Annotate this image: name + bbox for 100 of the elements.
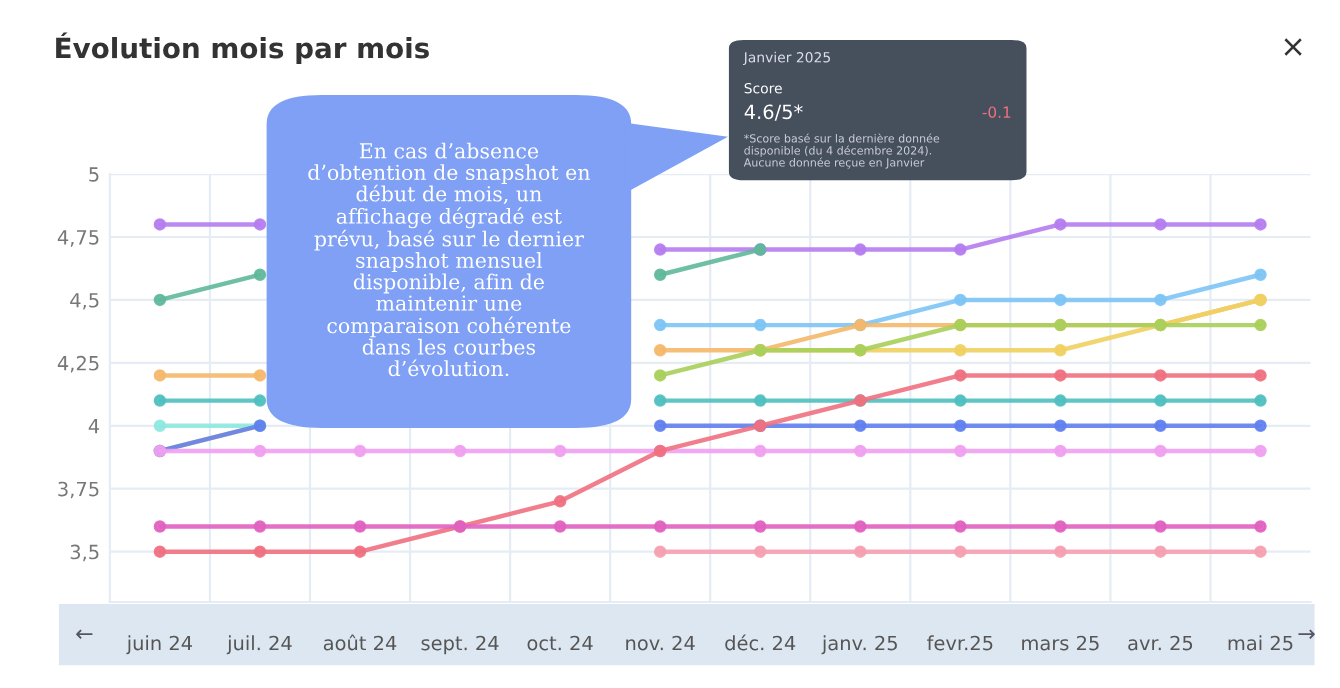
point bbox=[1154, 394, 1167, 407]
x-tick-label: mai 25 bbox=[1228, 635, 1293, 651]
point bbox=[854, 444, 867, 458]
point bbox=[253, 218, 267, 231]
point bbox=[153, 545, 167, 558]
point bbox=[153, 520, 167, 533]
x-tick-label: nov. 24 bbox=[626, 635, 695, 651]
point bbox=[1154, 293, 1167, 307]
x-tick-label: oct. 24 bbox=[527, 635, 593, 651]
point bbox=[453, 444, 467, 458]
y-tick-label: 4,75 bbox=[57, 230, 99, 247]
point bbox=[1054, 394, 1067, 407]
point bbox=[353, 520, 367, 533]
point bbox=[1054, 369, 1067, 382]
text: ← bbox=[76, 629, 93, 639]
point bbox=[653, 318, 667, 332]
point bbox=[653, 268, 667, 282]
point bbox=[253, 444, 267, 458]
x-tick-label: mars 25 bbox=[1022, 635, 1099, 651]
x-tick-label: déc. 24 bbox=[725, 634, 796, 651]
point bbox=[653, 520, 667, 533]
x-tick-label: janv. 25 bbox=[821, 635, 897, 655]
point bbox=[153, 369, 167, 382]
point bbox=[954, 369, 967, 382]
point bbox=[1054, 545, 1067, 558]
point bbox=[153, 394, 167, 407]
point bbox=[1154, 520, 1167, 533]
point bbox=[1154, 369, 1167, 382]
point bbox=[1054, 218, 1067, 231]
point bbox=[854, 243, 867, 256]
point bbox=[1254, 218, 1267, 231]
point bbox=[153, 293, 167, 307]
point bbox=[954, 444, 967, 458]
point bbox=[1254, 419, 1267, 433]
point bbox=[854, 520, 867, 533]
point bbox=[653, 394, 667, 407]
point bbox=[1254, 268, 1267, 282]
point bbox=[1054, 344, 1067, 357]
text: × bbox=[1284, 38, 1302, 56]
point bbox=[954, 545, 967, 558]
point bbox=[753, 545, 767, 558]
point bbox=[653, 344, 667, 357]
x-tick-label: fevr.25 bbox=[927, 635, 993, 651]
y-tick-label: 3,75 bbox=[58, 481, 99, 499]
point bbox=[854, 419, 867, 433]
point bbox=[553, 520, 567, 533]
point bbox=[753, 318, 767, 332]
point bbox=[1254, 369, 1267, 382]
point bbox=[1154, 419, 1167, 433]
y-tick-label: 4 bbox=[88, 419, 100, 434]
point bbox=[954, 243, 967, 256]
x-tick-label: juil. 24 bbox=[226, 635, 292, 655]
point bbox=[653, 369, 667, 382]
x-tick-label: août 24 bbox=[323, 634, 397, 651]
point bbox=[854, 545, 867, 558]
point bbox=[253, 520, 267, 533]
point bbox=[1254, 545, 1267, 558]
point bbox=[353, 545, 367, 558]
point bbox=[1154, 218, 1167, 231]
point bbox=[1054, 419, 1067, 433]
point bbox=[753, 394, 767, 407]
y-tick-label: 5 bbox=[89, 167, 99, 182]
point bbox=[1054, 444, 1067, 458]
point bbox=[753, 520, 767, 533]
point bbox=[653, 545, 667, 558]
point bbox=[253, 394, 267, 407]
text: → bbox=[1298, 629, 1315, 639]
point bbox=[253, 369, 267, 382]
point bbox=[1154, 545, 1167, 558]
y-tick-label: 3,5 bbox=[70, 544, 99, 562]
point bbox=[553, 444, 567, 458]
text: 4.6/5* bbox=[744, 104, 803, 121]
point bbox=[1254, 318, 1267, 332]
point bbox=[954, 419, 967, 433]
x-tick-label: juin 24 bbox=[126, 635, 193, 655]
point bbox=[1254, 444, 1267, 458]
point bbox=[653, 419, 667, 433]
point bbox=[153, 419, 167, 433]
point bbox=[954, 293, 967, 307]
point bbox=[253, 545, 267, 558]
point bbox=[1254, 394, 1267, 407]
y-tick-label: 4,5 bbox=[70, 293, 99, 310]
point bbox=[954, 520, 967, 533]
point bbox=[954, 344, 967, 357]
x-tick-label: sept. 24 bbox=[421, 635, 499, 655]
point bbox=[1154, 444, 1167, 458]
point bbox=[353, 444, 367, 458]
point bbox=[153, 218, 167, 231]
text: En cas d’absence d’obtention de snapshot en début de mois, un affichage dégradé est prévu, basé sur le dernier snapshot mensuel disponible, afin de maintenir une comparaison cohérente dans les courbes d’évolution. bbox=[308, 142, 590, 377]
point bbox=[954, 394, 967, 407]
point bbox=[1054, 520, 1067, 533]
point bbox=[753, 444, 767, 458]
chart-title: Évolution mois par mois bbox=[56, 32, 429, 64]
x-tick-label: avr. 25 bbox=[1128, 635, 1193, 651]
point bbox=[253, 268, 267, 282]
point bbox=[553, 495, 567, 508]
point bbox=[653, 243, 667, 256]
point bbox=[1254, 520, 1267, 533]
y-tick-label: 4,25 bbox=[57, 355, 99, 373]
point bbox=[1054, 293, 1067, 307]
